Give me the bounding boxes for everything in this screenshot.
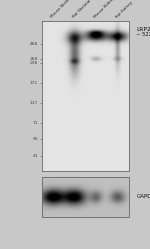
Text: 55: 55: [33, 137, 38, 141]
Text: Mouse Skeletal Muscle: Mouse Skeletal Muscle: [50, 0, 86, 19]
Text: Rat Kidney: Rat Kidney: [115, 0, 134, 19]
Text: 117: 117: [30, 101, 38, 105]
Text: LRP2: LRP2: [136, 27, 150, 32]
Text: 268: 268: [30, 57, 38, 61]
Text: GAPDH: GAPDH: [136, 194, 150, 199]
Text: Rat Skeletal Muscle: Rat Skeletal Muscle: [72, 0, 103, 19]
Text: 238: 238: [30, 62, 38, 65]
Text: 171: 171: [30, 81, 38, 85]
Text: 468: 468: [30, 42, 38, 46]
Text: 71: 71: [33, 121, 38, 125]
Text: 41: 41: [33, 154, 38, 158]
Text: ~ 522 kDa: ~ 522 kDa: [136, 32, 150, 37]
Text: Mouse Kidney: Mouse Kidney: [94, 0, 117, 19]
